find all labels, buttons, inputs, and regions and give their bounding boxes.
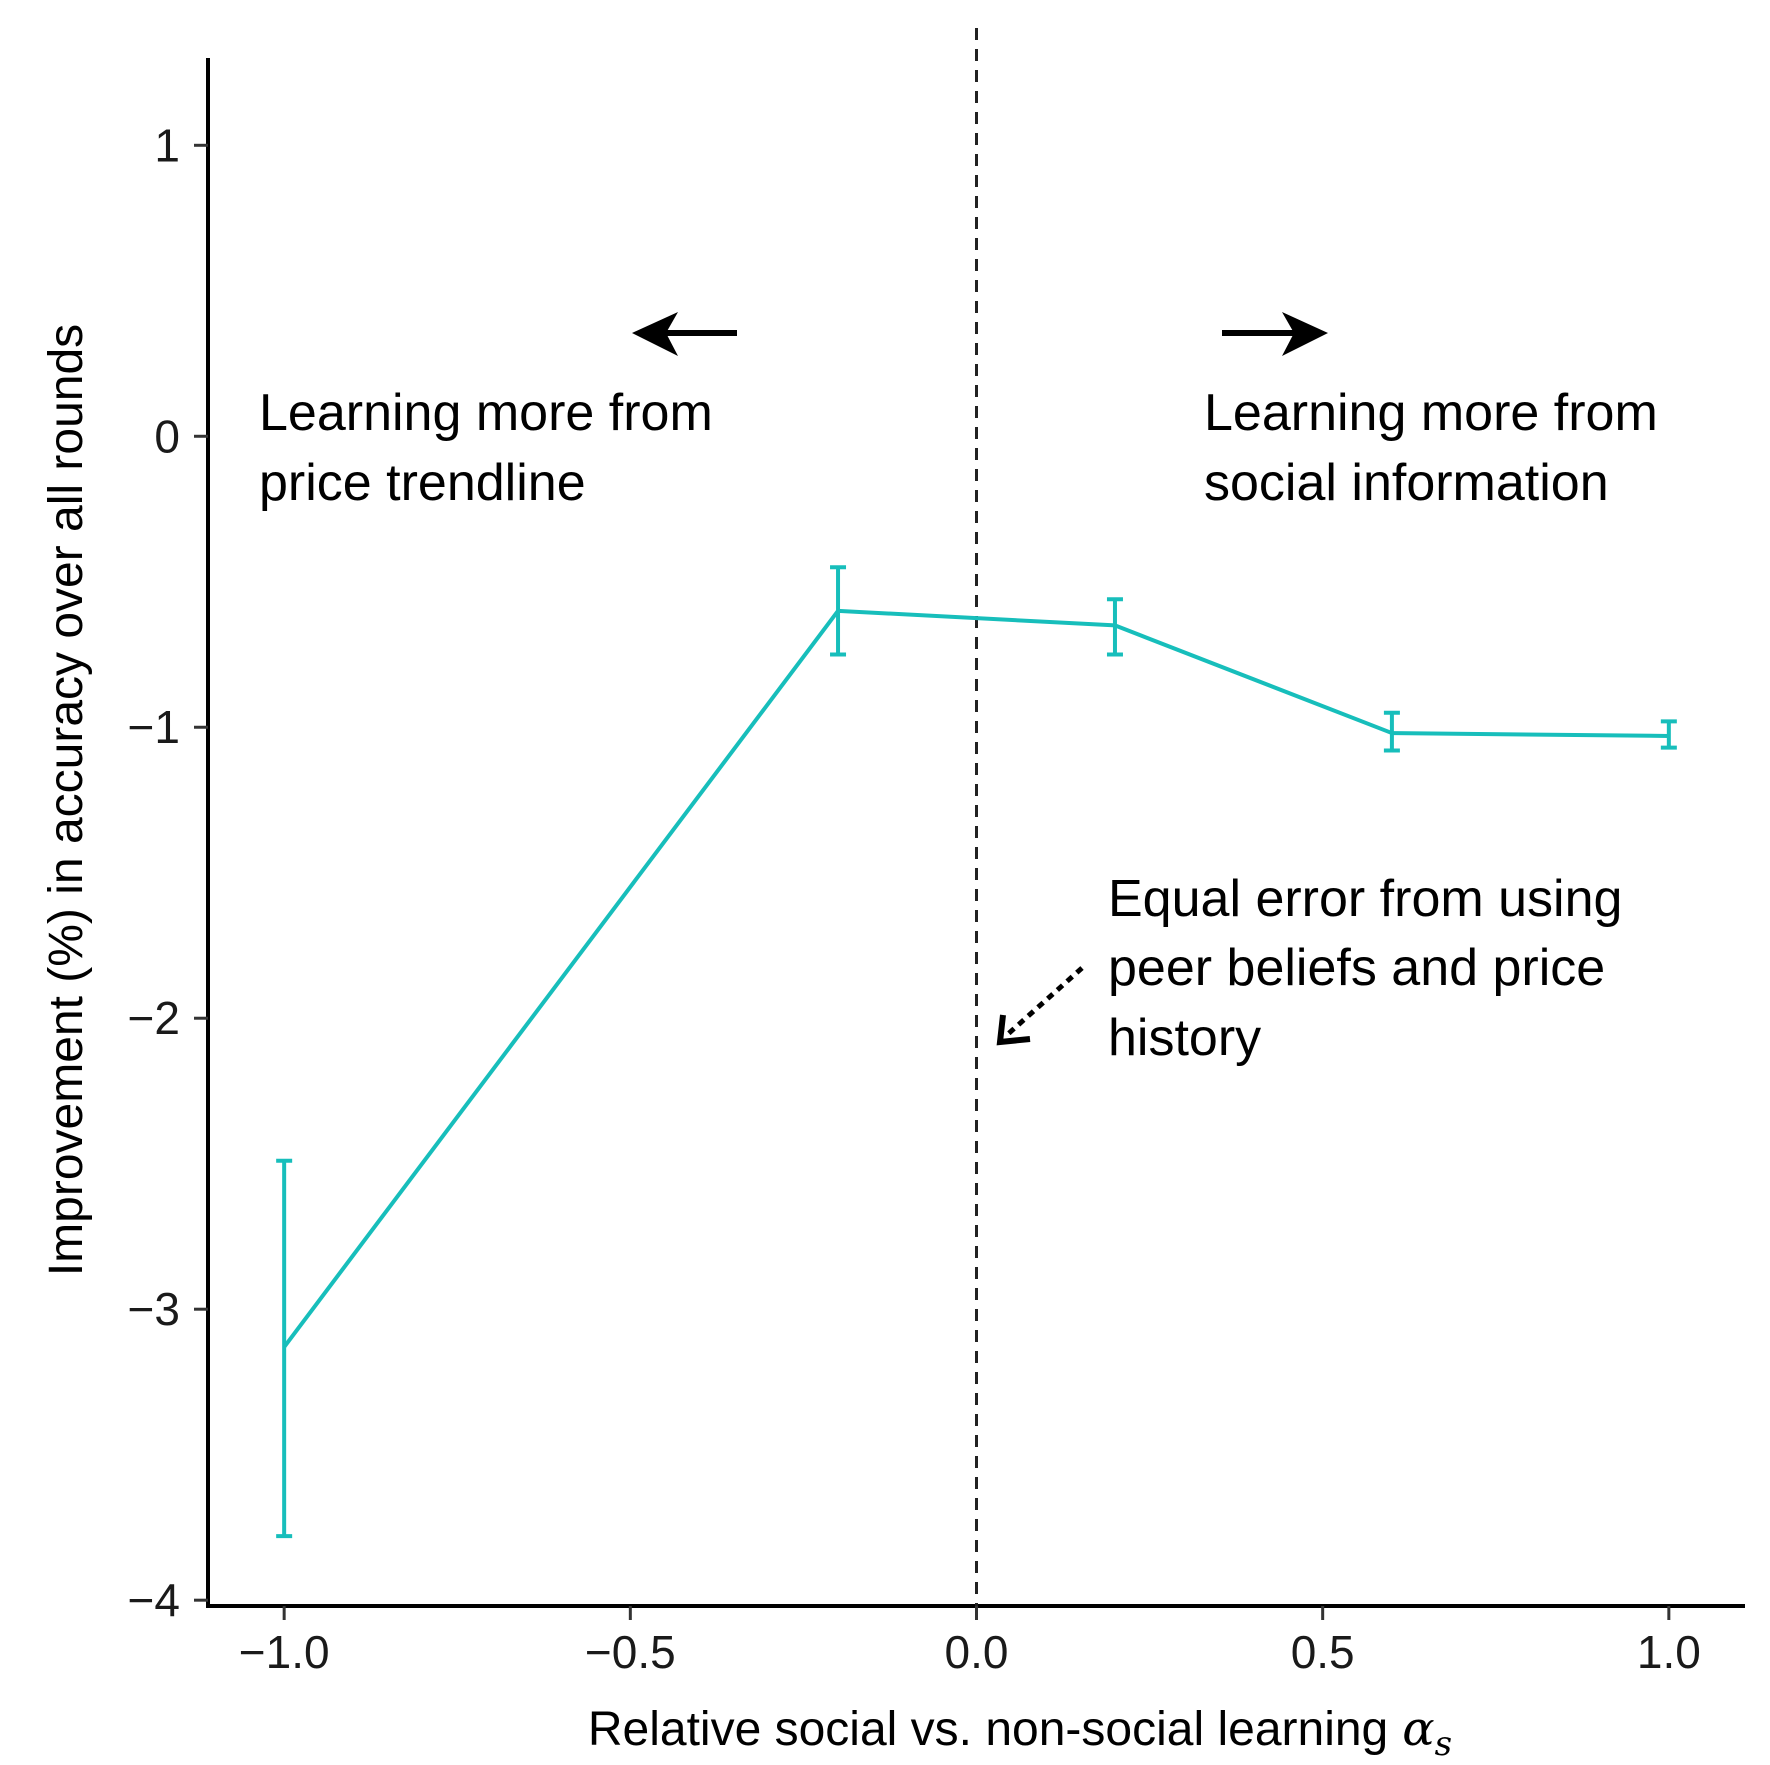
x-axis-alpha-subscript: s [1435, 1724, 1452, 1764]
y-tick-label: 0 [154, 410, 180, 462]
y-ticks: 1 0 −1 −2 −3 −4 [128, 119, 208, 1626]
center-annotation-line-2: peer beliefs and price [1108, 939, 1605, 997]
right-arrow-head [1282, 312, 1328, 356]
x-axis-title-text: Relative social vs. non-social learning [588, 1703, 1388, 1756]
x-tick-label: −1.0 [239, 1626, 330, 1678]
right-annotation-line-1: Learning more from [1204, 384, 1658, 442]
y-tick-label: −2 [128, 992, 180, 1044]
left-annotation-line-1: Learning more from [259, 384, 713, 442]
left-arrow-head [632, 312, 678, 356]
y-axis-title: Improvement (%) in accuracy over all rou… [40, 324, 93, 1276]
center-annotation-line-3: history [1108, 1009, 1261, 1067]
series-layer [276, 565, 1677, 1539]
annotations: Learning more from price trendline Learn… [259, 312, 1658, 1067]
x-tick-label: 1.0 [1637, 1626, 1701, 1678]
x-axis-title: Relative social vs. non-social learning α… [588, 1701, 1452, 1764]
x-tick-label: 0.5 [1291, 1626, 1355, 1678]
x-tick-label: −0.5 [585, 1626, 676, 1678]
x-ticks: −1.0 −0.5 0.0 0.5 1.0 [239, 1606, 1701, 1678]
center-annotation-line-1: Equal error from using [1108, 870, 1622, 928]
dotted-pointer-arrow [1006, 966, 1084, 1036]
y-tick-label: −3 [128, 1283, 180, 1335]
y-tick-label: 1 [154, 119, 180, 171]
right-annotation-line-2: social information [1204, 454, 1609, 512]
dotted-pointer-arrow-head [996, 1014, 1031, 1046]
x-axis-alpha-symbol: α [1402, 1701, 1434, 1757]
y-tick-label: −1 [128, 701, 180, 753]
x-tick-label: 0.0 [945, 1626, 1009, 1678]
left-annotation-line-2: price trendline [259, 454, 586, 512]
y-tick-label: −4 [128, 1574, 180, 1626]
